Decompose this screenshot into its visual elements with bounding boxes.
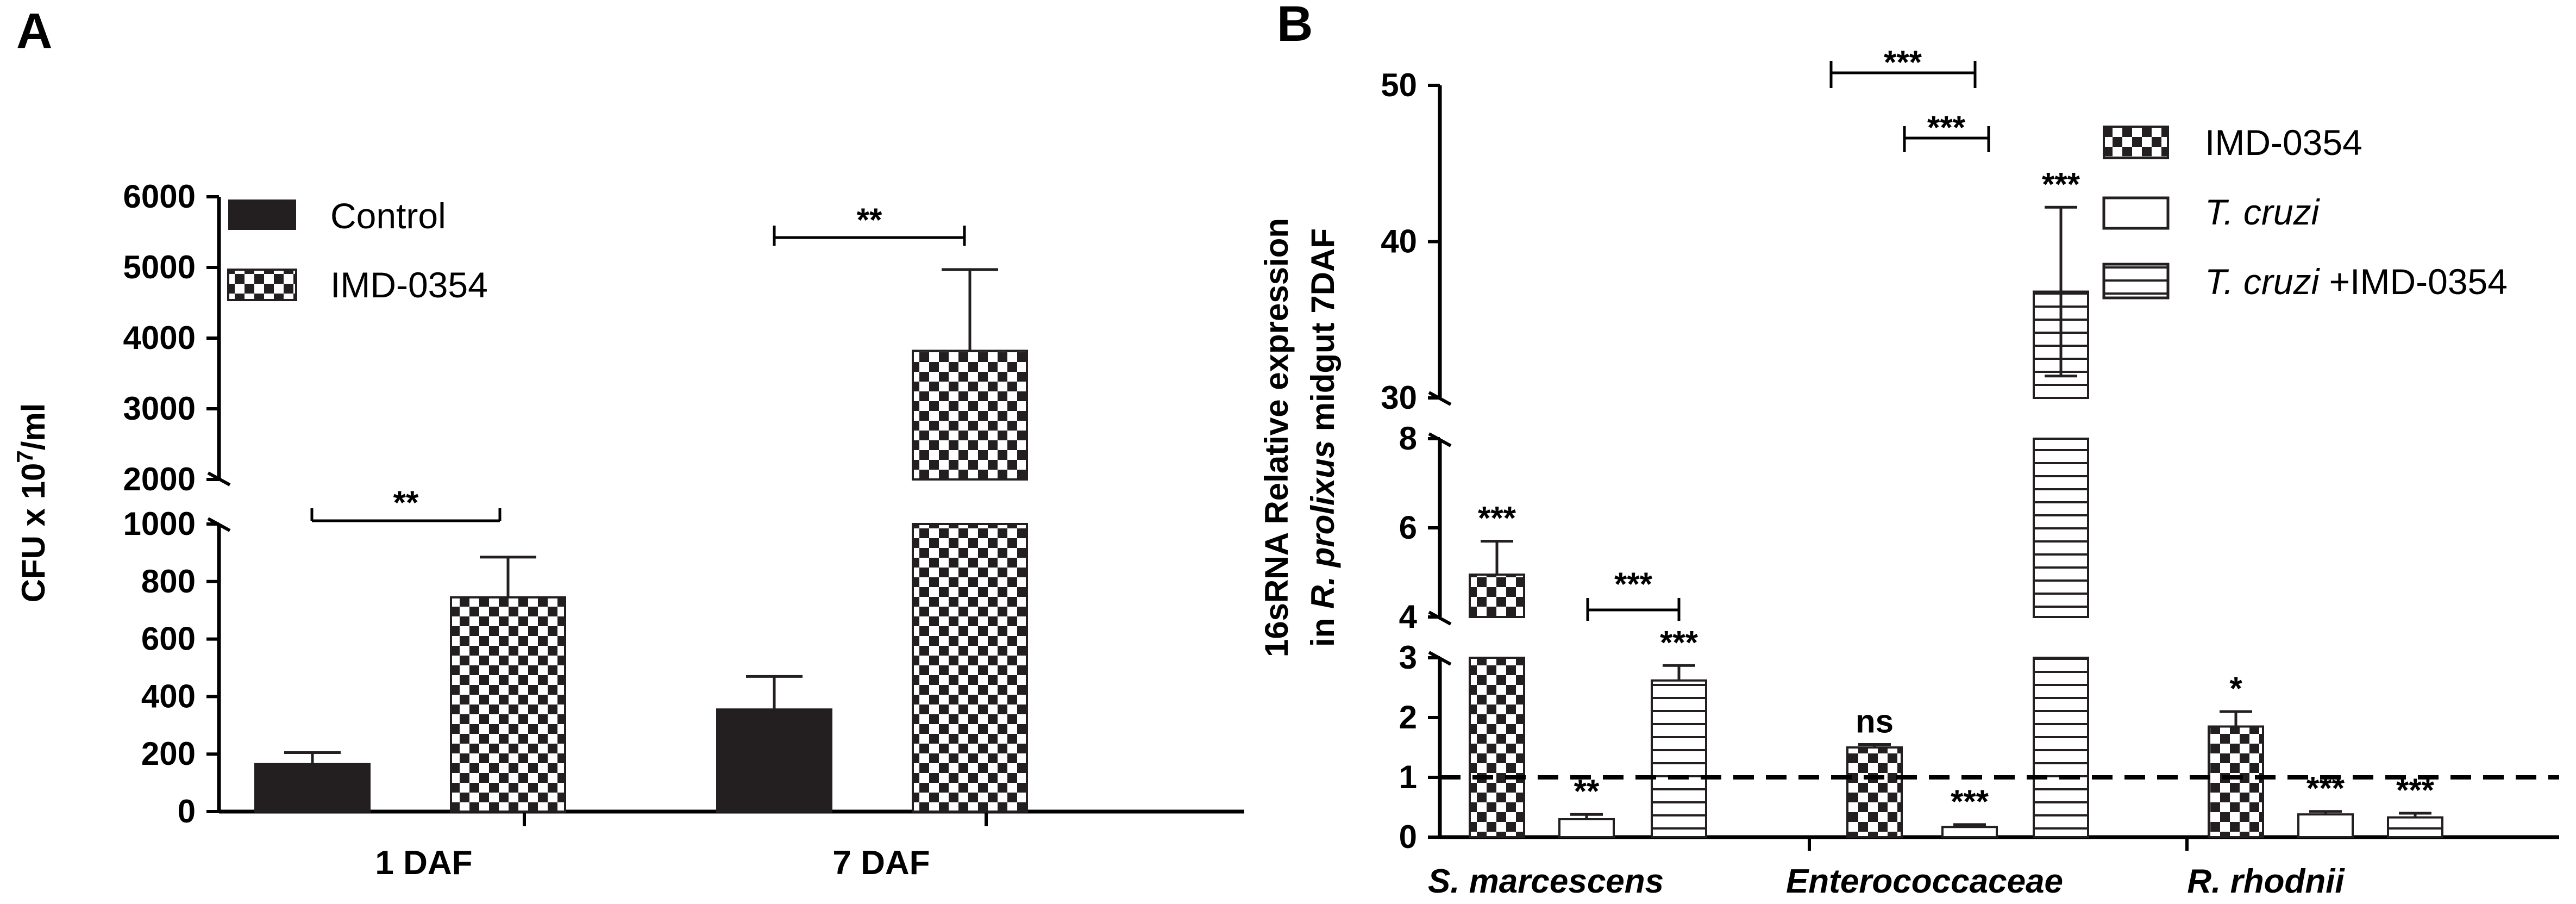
- bar-control: [716, 708, 832, 813]
- bar-imd-0354: [912, 523, 1028, 813]
- panel-b-significance-bracket: [1586, 598, 1681, 621]
- legend-label-t-cruzi: T. cruzi: [2205, 192, 2321, 232]
- y-tick-label: 0: [178, 793, 196, 830]
- y-tick-label: 4000: [123, 320, 196, 356]
- panel-b-significance-bracket: [1903, 126, 1990, 152]
- y-tick-label: 3000: [123, 390, 196, 427]
- panel-a-category-label: 7 DAF: [832, 844, 930, 882]
- y-tick-label: 800: [141, 563, 196, 600]
- panel-a-significance-label: **: [393, 484, 419, 521]
- y-tick-label: 4: [1399, 598, 1418, 635]
- bar-imd-0354: [1469, 573, 1525, 618]
- panel-b-category-label: Enterococcaceae: [1786, 863, 2063, 900]
- panel-a-y-ticks-lower: 0 200 400 600 800 1000: [123, 506, 219, 830]
- bar-t-cruzi-imd-0354: [2033, 657, 2089, 838]
- bar-t-cruzi: [1941, 826, 1998, 839]
- y-tick-label: 8: [1399, 420, 1417, 457]
- y-tick-label: 3: [1399, 639, 1417, 676]
- bar-imd-0354: [1469, 657, 1525, 838]
- legend-swatch-control: [228, 199, 296, 230]
- y-tick-label: 40: [1381, 223, 1417, 260]
- legend-swatch-imd-0354: [227, 269, 297, 301]
- legend-label-control: Control: [330, 196, 446, 236]
- legend-label-t-cruzi-imd-0354: T. cruzi +IMD-0354: [2205, 261, 2508, 302]
- legend-swatch-t-cruzi: [2102, 196, 2170, 230]
- bar-imd-0354: [912, 350, 1028, 481]
- y-tick-label: 200: [141, 735, 196, 772]
- bar-significance-label: ***: [2042, 166, 2080, 202]
- panel-b-y-axis-label-line-2: in R. prolixus midgut 7DAF: [1305, 228, 1341, 647]
- panel-b-category-label: S. marcescens: [1428, 863, 1664, 900]
- y-tick-label: 5000: [123, 249, 196, 285]
- y-tick-label: 600: [141, 621, 196, 657]
- bar-significance-label: ***: [1660, 624, 1698, 660]
- panel-b-category-label: R. rhodnii: [2187, 863, 2345, 900]
- y-tick-label: 1000: [123, 506, 196, 542]
- y-tick-label: 2: [1399, 699, 1417, 735]
- bar-imd-0354: [1846, 746, 1903, 838]
- panel-b-y-axis-label-line-1: 16sRNA Relative expression: [1258, 218, 1295, 657]
- bar-significance-label: ***: [1478, 500, 1516, 537]
- bar-significance-label: *: [2229, 670, 2242, 707]
- panel-a-category-label: 1 DAF: [375, 844, 472, 882]
- panel-a-y-ticks-upper: 2000 3000 4000 5000 6000: [123, 178, 219, 497]
- bar-t-cruzi-imd-0354: [2387, 816, 2443, 838]
- y-tick-label: 6000: [123, 178, 196, 215]
- bar-t-cruzi-imd-0354: [1651, 679, 1707, 839]
- y-tick-label: 400: [141, 678, 196, 714]
- y-tick-label: 30: [1381, 379, 1417, 416]
- panel-b-significance-label: ***: [1614, 566, 1653, 602]
- legend-label-imd-0354: IMD-0354: [330, 265, 488, 305]
- panel-a-significance-bracket: [773, 226, 966, 246]
- panel-b-letter: B: [1277, 0, 1313, 52]
- legend-label-imd-0354: IMD-0354: [2205, 122, 2362, 163]
- legend-swatch-t-cruzi-imd-0354: [2102, 263, 2170, 300]
- bar-control: [254, 763, 371, 813]
- panel-b-significance-label: ***: [1927, 109, 1966, 146]
- panel-a-significance-label: **: [857, 202, 882, 238]
- panel-b-significance-label: ***: [1884, 44, 1922, 80]
- panel-b-y-ticks: 0 1 2 3 4 6 8 30 40 50: [1381, 67, 1440, 855]
- bar-imd-0354: [450, 596, 566, 813]
- bar-imd-0354: [2208, 725, 2264, 838]
- bar-t-cruzi: [2297, 813, 2354, 838]
- panel-b: B 16sRNA Relative expression in R. proli…: [1258, 0, 2559, 900]
- panel-a-bars: [254, 268, 1028, 813]
- y-tick-label: 1: [1399, 759, 1417, 795]
- bar-significance-label: ns: [1856, 703, 1894, 740]
- y-tick-label: 0: [1399, 819, 1417, 855]
- panel-a-letter: A: [16, 3, 52, 59]
- legend-swatch-imd-0354: [2103, 126, 2169, 159]
- y-tick-label: 50: [1381, 67, 1417, 103]
- bar-significance-label: ***: [1951, 783, 1989, 820]
- panel-b-bars: ********ns********** ***: [1469, 166, 2443, 839]
- y-tick-label: 2000: [123, 461, 196, 497]
- panel-b-significance-bracket: [1829, 61, 1977, 88]
- panel-a: A CFU x 107/ml 0 200 400 600 800 1000 2000 300…: [12, 3, 1244, 882]
- y-tick-label: 6: [1399, 509, 1417, 546]
- panel-a-significance-bracket: [310, 508, 502, 522]
- bar-t-cruzi-imd-0354: [2033, 438, 2089, 618]
- panel-a-y-axis-label: CFU x 107/ml: [12, 403, 52, 603]
- bar-t-cruzi: [1558, 818, 1615, 838]
